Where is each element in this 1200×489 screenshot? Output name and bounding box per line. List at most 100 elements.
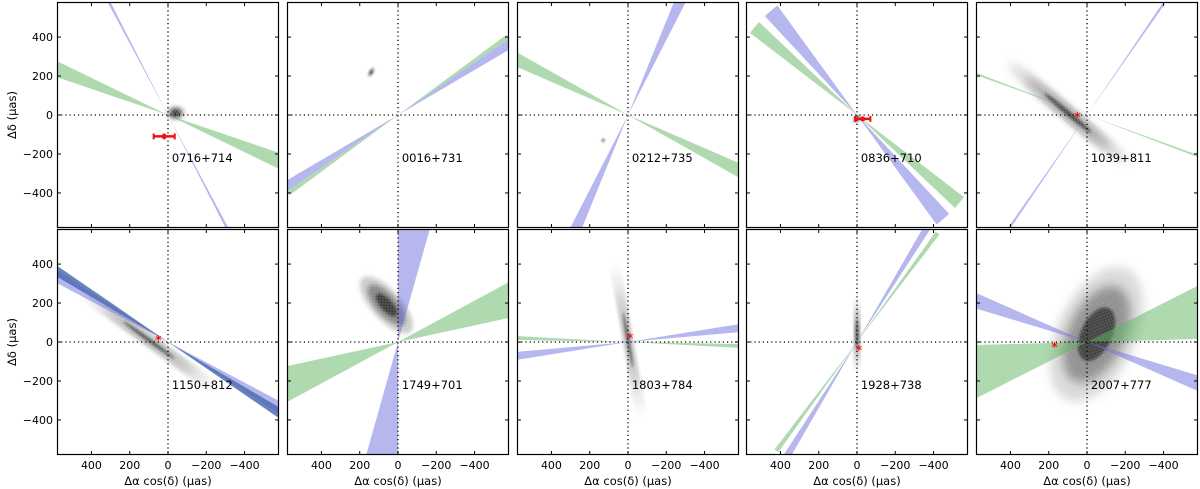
x-tick-label: −200 bbox=[1110, 459, 1140, 472]
panel-0016+731: 0016+731 bbox=[286, 1, 510, 229]
y-ticks: 400 200 0 −200 −400 bbox=[23, 258, 279, 427]
x-ticks bbox=[320, 2, 476, 228]
source-label: 0212+735 bbox=[632, 151, 693, 165]
panel-0716+714: 0716+714 400 200 0 −200 −400 bbox=[23, 1, 280, 229]
green-direction-band bbox=[750, 22, 964, 208]
panel-plot-area bbox=[287, 229, 509, 455]
x-ticks: 400 200 0 −200 −400 bbox=[770, 229, 949, 472]
position-star-marker: * bbox=[627, 331, 634, 345]
panel-plot-area bbox=[57, 2, 279, 228]
source-label: 1928+738 bbox=[861, 378, 922, 392]
x-tick-label: 200 bbox=[119, 459, 140, 472]
source-label: 1803+784 bbox=[632, 378, 693, 392]
x-axis-label: Δα cos(δ) (μas) bbox=[124, 474, 211, 488]
green-direction-band bbox=[517, 336, 739, 348]
density-map bbox=[84, 293, 213, 387]
density-map bbox=[164, 104, 187, 122]
x-tick-label: 0 bbox=[1084, 459, 1091, 472]
x-tick-label: 400 bbox=[311, 459, 332, 472]
green-direction-band bbox=[517, 52, 739, 178]
axis-labels-layer: Δδ (μas) Δα cos(δ) (μas) Δδ (μas) Δα cos(δ)… bbox=[5, 91, 1131, 488]
panel-1039+811: * 1039+811 bbox=[975, 1, 1199, 229]
x-tick-label: 400 bbox=[541, 459, 562, 472]
y-ticks bbox=[976, 36, 1198, 194]
y-tick-label: −400 bbox=[23, 414, 53, 427]
x-tick-label: 200 bbox=[579, 459, 600, 472]
y-ticks bbox=[517, 36, 739, 194]
panel-1150+812: * 1150+812 400 200 0 −200 −400 400 200 0 −200 −400 bbox=[23, 228, 280, 472]
x-tick-label: 0 bbox=[395, 459, 402, 472]
blue-direction-band bbox=[517, 324, 739, 360]
density-pixel-texture bbox=[368, 67, 375, 77]
x-tick-label: −200 bbox=[651, 459, 681, 472]
x-tick-label: 0 bbox=[625, 459, 632, 472]
x-tick-label: −400 bbox=[689, 459, 719, 472]
green-direction-band bbox=[976, 285, 1198, 399]
panel-plot-area: * bbox=[57, 229, 279, 455]
source-label: 0836+710 bbox=[861, 151, 922, 165]
density-pixel-texture bbox=[166, 105, 186, 121]
x-ticks: 400 200 0 −200 −400 bbox=[81, 229, 260, 472]
y-tick-label: 200 bbox=[32, 297, 53, 310]
source-label: 1150+812 bbox=[172, 378, 233, 392]
panel-0212+735: 0212+735 bbox=[516, 1, 740, 229]
y-ticks bbox=[746, 36, 968, 194]
x-tick-label: −200 bbox=[191, 459, 221, 472]
y-tick-label: 400 bbox=[32, 31, 53, 44]
panels-layer: 0716+714 400 200 0 −200 −400 0016+731 0212+735 0… bbox=[23, 1, 1199, 472]
blue-direction-band bbox=[107, 2, 229, 228]
source-label: 2007+777 bbox=[1091, 378, 1152, 392]
y-ticks bbox=[517, 263, 739, 421]
y-axis-label: Δδ (μas) bbox=[5, 318, 19, 366]
y-tick-label: 0 bbox=[46, 109, 53, 122]
y-axis-label: Δδ (μas) bbox=[5, 91, 19, 139]
x-ticks bbox=[779, 2, 935, 228]
panel-2007+777: * 2007+777 400 200 0 −200 −400 bbox=[975, 228, 1199, 472]
position-star-marker: * bbox=[1051, 340, 1058, 354]
panel-plot-area: * bbox=[976, 2, 1198, 228]
overlap-direction-band bbox=[57, 265, 279, 419]
source-label: 1749+701 bbox=[402, 378, 463, 392]
x-tick-label: 400 bbox=[81, 459, 102, 472]
x-tick-label: −400 bbox=[918, 459, 948, 472]
x-tick-label: −400 bbox=[459, 459, 489, 472]
source-label: 0016+731 bbox=[402, 151, 463, 165]
x-ticks bbox=[1009, 2, 1165, 228]
blue-direction-band bbox=[764, 5, 950, 225]
y-ticks bbox=[287, 36, 509, 194]
x-tick-label: −400 bbox=[1148, 459, 1178, 472]
x-ticks bbox=[550, 2, 706, 228]
y-tick-label: 400 bbox=[32, 258, 53, 271]
density-pixel-texture bbox=[1055, 275, 1138, 394]
density-pixel-texture bbox=[616, 277, 640, 403]
x-ticks: 400 200 0 −200 −400 bbox=[541, 229, 720, 472]
x-axis-label: Δα cos(δ) (μas) bbox=[813, 474, 900, 488]
x-axis-label: Δα cos(δ) (μas) bbox=[354, 474, 441, 488]
blue-direction-band bbox=[366, 229, 430, 455]
panel-1928+738: * 1928+738 400 200 0 −200 −400 bbox=[745, 228, 969, 472]
green-direction-band bbox=[287, 281, 509, 403]
x-tick-label: 200 bbox=[349, 459, 370, 472]
density-map bbox=[367, 66, 375, 78]
density-pixel-texture bbox=[1016, 69, 1120, 157]
y-ticks bbox=[976, 263, 1198, 421]
green-direction-band bbox=[774, 231, 940, 453]
density-map bbox=[1050, 267, 1144, 402]
panel-plot-area: * bbox=[746, 229, 968, 455]
density-pixel-texture bbox=[92, 299, 206, 382]
green-direction-band bbox=[57, 61, 279, 169]
x-ticks bbox=[90, 2, 246, 228]
panel-plot-area bbox=[287, 2, 509, 228]
position-star-marker: * bbox=[1074, 110, 1081, 124]
position-errorbar bbox=[854, 115, 872, 122]
x-tick-label: 400 bbox=[770, 459, 791, 472]
source-label: 0716+714 bbox=[172, 151, 233, 165]
panel-0836+710: 0836+710 bbox=[745, 1, 969, 229]
panel-plot-area bbox=[517, 2, 739, 228]
x-tick-label: 400 bbox=[1000, 459, 1021, 472]
y-tick-label: −200 bbox=[23, 375, 53, 388]
y-tick-label: −400 bbox=[23, 187, 53, 200]
x-ticks: 400 200 0 −200 −400 bbox=[1000, 229, 1179, 472]
position-star-marker: * bbox=[155, 333, 162, 347]
